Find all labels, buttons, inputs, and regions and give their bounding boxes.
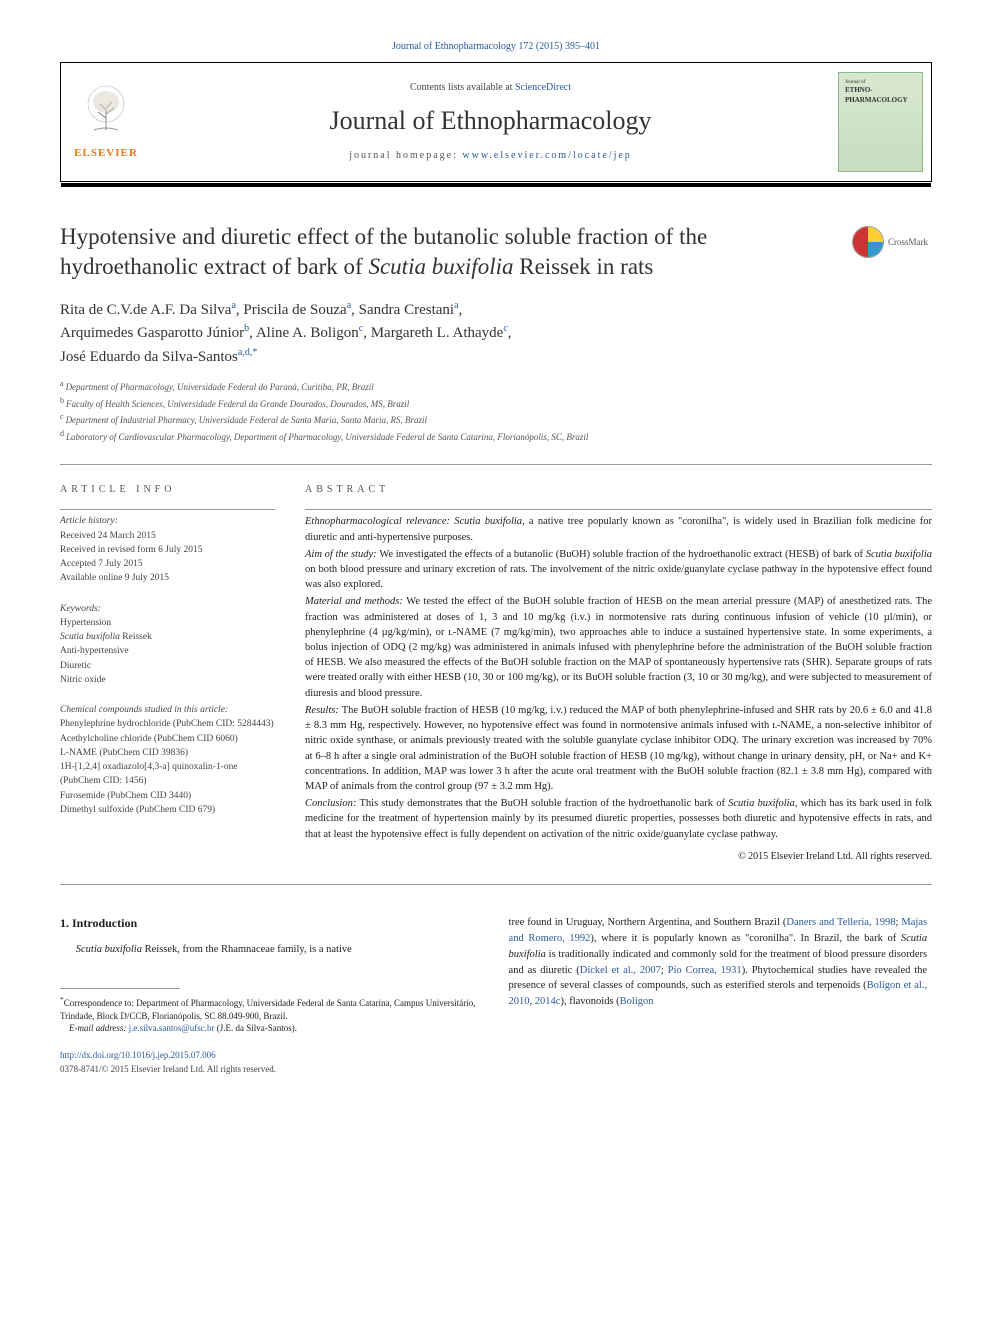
affiliations: aDepartment of Pharmacology, Universidad… bbox=[60, 378, 932, 444]
article-info-head: ARTICLE INFO bbox=[60, 483, 275, 497]
crossmark-label: CrossMark bbox=[888, 236, 928, 249]
article-history: Article history: Received 24 March 2015 … bbox=[60, 509, 275, 585]
footer-copyright: 0378-8741/© 2015 Elsevier Ireland Ltd. A… bbox=[60, 1063, 479, 1076]
author: Rita de C.V.de A.F. Da Silvaa bbox=[60, 302, 236, 318]
section-divider bbox=[60, 464, 932, 465]
crossmark-icon bbox=[852, 226, 884, 258]
author: Priscila de Souzaa bbox=[243, 302, 351, 318]
intro-heading: 1. Introduction bbox=[60, 915, 479, 932]
citation-link[interactable]: Boligon bbox=[620, 996, 654, 1007]
author: Margareth L. Athaydec bbox=[371, 325, 508, 341]
crossmark-badge[interactable]: CrossMark bbox=[852, 226, 932, 258]
cover-small-title: Journal of bbox=[845, 79, 916, 86]
cover-main-title: ETHNO-PHARMACOLOGY bbox=[845, 86, 916, 106]
journal-name: Journal of Ethnopharmacology bbox=[151, 103, 830, 139]
email-link[interactable]: j.e.silva.santos@ufsc.br bbox=[129, 1023, 215, 1033]
correspondence-footnote: *Correspondence to: Department of Pharma… bbox=[60, 995, 479, 1022]
elsevier-tree-icon bbox=[76, 82, 136, 142]
journal-header-box: ELSEVIER Contents lists available at Sci… bbox=[60, 62, 932, 182]
journal-cover-thumb[interactable]: Journal of ETHNO-PHARMACOLOGY bbox=[838, 72, 923, 172]
doi-link[interactable]: http://dx.doi.org/10.1016/j.jep.2015.07.… bbox=[60, 1049, 479, 1062]
citation-link[interactable]: Daners and Telleria, 1998 bbox=[786, 917, 895, 928]
author-list: Rita de C.V.de A.F. Da Silvaa, Priscila … bbox=[60, 298, 932, 369]
article-title: Hypotensive and diuretic effect of the b… bbox=[60, 222, 836, 282]
citation-link[interactable]: Dickel et al., 2007 bbox=[580, 965, 661, 976]
intro-body-left: Scutia buxifolia Reissek, from the Rhamn… bbox=[60, 942, 479, 958]
compounds-block: Chemical compounds studied in this artic… bbox=[60, 699, 275, 817]
author: José Eduardo da Silva-Santosa,d,* bbox=[60, 349, 257, 365]
citation-link[interactable]: 2014c bbox=[535, 996, 561, 1007]
footnote-rule bbox=[60, 988, 180, 989]
homepage-link[interactable]: www.elsevier.com/locate/jep bbox=[462, 150, 631, 161]
section-divider bbox=[60, 884, 932, 885]
author: Arquimedes Gasparotto Júniorb bbox=[60, 325, 249, 341]
author: Aline A. Boligonc bbox=[256, 325, 363, 341]
sciencedirect-link[interactable]: ScienceDirect bbox=[515, 82, 571, 93]
abstract-body: Ethnopharmacological relevance: Scutia b… bbox=[305, 509, 932, 864]
citation-link[interactable]: Pio Correa, 1931 bbox=[668, 965, 742, 976]
author: Sandra Crestania bbox=[359, 302, 459, 318]
homepage-line: journal homepage: www.elsevier.com/locat… bbox=[151, 149, 830, 163]
intro-body-right: tree found in Uruguay, Northern Argentin… bbox=[509, 915, 928, 1010]
citation-link[interactable]: Journal of Ethnopharmacology 172 (2015) … bbox=[60, 40, 932, 54]
abstract-copyright: © 2015 Elsevier Ireland Ltd. All rights … bbox=[305, 850, 932, 865]
elsevier-logo[interactable]: ELSEVIER bbox=[61, 63, 151, 181]
email-footnote: E-mail address: j.e.silva.santos@ufsc.br… bbox=[60, 1022, 479, 1035]
contents-line: Contents lists available at ScienceDirec… bbox=[151, 81, 830, 95]
abstract-head: ABSTRACT bbox=[305, 483, 932, 497]
keywords-block: Keywords: Hypertension Scutia buxifolia … bbox=[60, 598, 275, 688]
elsevier-wordmark: ELSEVIER bbox=[74, 146, 138, 161]
